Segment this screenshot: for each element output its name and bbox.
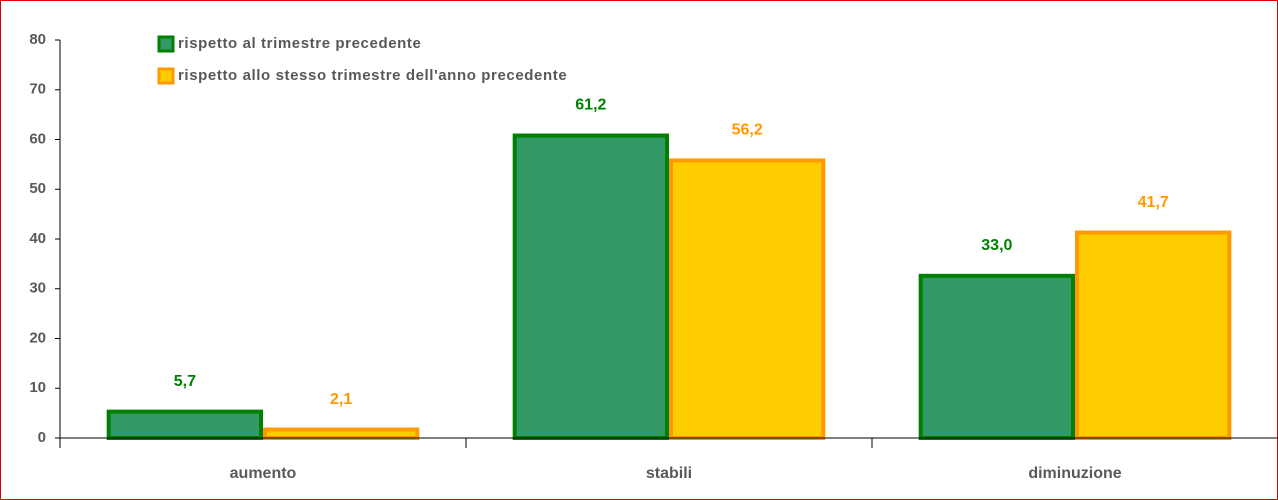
bar bbox=[106, 409, 263, 440]
bar bbox=[512, 133, 669, 440]
legend-label: rispetto allo stesso trimestre dell'anno… bbox=[178, 67, 567, 84]
y-tick-label: 0 bbox=[38, 429, 46, 446]
y-tick-label: 20 bbox=[29, 329, 46, 346]
legend-swatch bbox=[157, 67, 175, 85]
x-tick-label: diminuzione bbox=[1028, 465, 1121, 482]
value-label: 33,0 bbox=[981, 237, 1012, 254]
value-label: 41,7 bbox=[1138, 194, 1169, 211]
bar bbox=[669, 158, 826, 440]
bar bbox=[918, 273, 1075, 441]
y-tick-label: 70 bbox=[29, 81, 46, 98]
legend-swatch bbox=[157, 35, 175, 53]
y-tick-label: 30 bbox=[29, 280, 46, 297]
y-tick-label: 40 bbox=[29, 230, 46, 247]
y-tick-label: 80 bbox=[29, 31, 46, 48]
x-tick-label: stabili bbox=[646, 465, 692, 482]
legend-label: rispetto al trimestre precedente bbox=[178, 35, 421, 52]
y-tick-label: 50 bbox=[29, 180, 46, 197]
bar bbox=[263, 427, 420, 440]
bar bbox=[1075, 230, 1232, 440]
value-label: 2,1 bbox=[330, 391, 352, 408]
y-tick-label: 60 bbox=[29, 130, 46, 147]
value-label: 5,7 bbox=[174, 373, 196, 390]
x-tick-label: aumento bbox=[230, 465, 297, 482]
value-label: 56,2 bbox=[732, 122, 763, 139]
y-tick-label: 10 bbox=[29, 379, 46, 396]
value-label: 61,2 bbox=[575, 97, 606, 114]
